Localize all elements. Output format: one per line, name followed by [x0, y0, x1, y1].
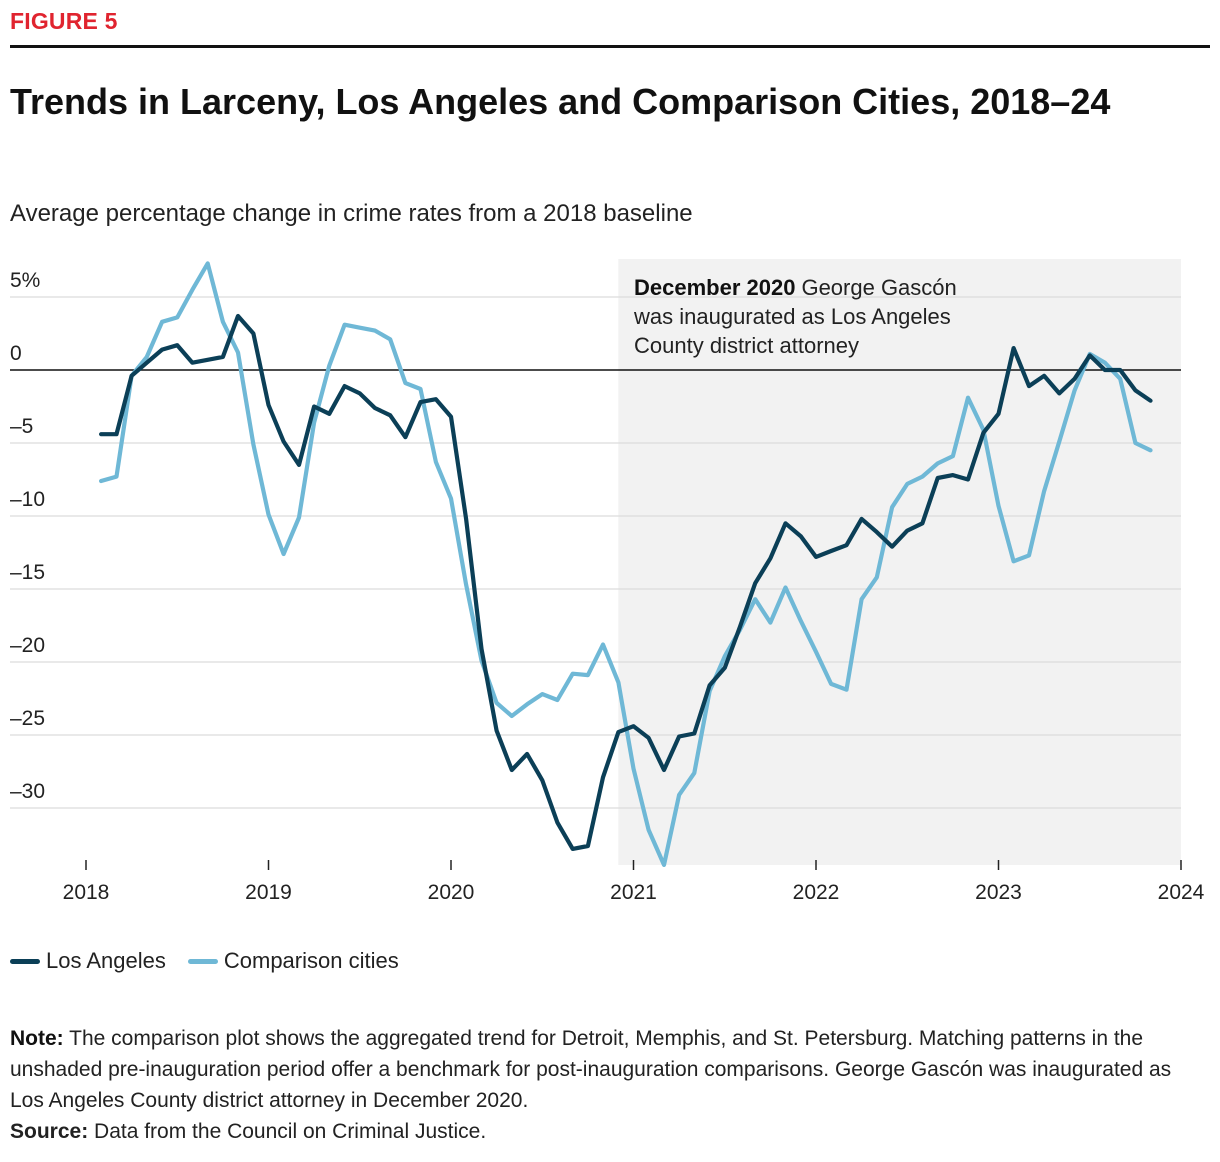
y-tick-label: –25 — [10, 707, 45, 730]
chart-note: Note: The comparison plot shows the aggr… — [10, 1023, 1205, 1116]
y-tick-label: –15 — [10, 561, 45, 584]
legend: Los Angeles Comparison cities — [10, 948, 421, 974]
chart-subtitle: Average percentage change in crime rates… — [10, 200, 693, 227]
legend-label-comparison-cities: Comparison cities — [223, 948, 399, 973]
x-tick-label: 2022 — [793, 881, 840, 904]
series-lines — [98, 261, 1153, 868]
note-label: Note: — [10, 1027, 64, 1050]
y-tick-label: 5% — [10, 269, 40, 292]
figure-label: FIGURE 5 — [10, 8, 118, 34]
note-text: The comparison plot shows the aggregated… — [10, 1027, 1172, 1112]
top-rule — [10, 45, 1210, 48]
legend-label-los-angeles: Los Angeles — [46, 948, 166, 973]
x-tick-label: 2020 — [428, 881, 475, 904]
legend-swatch-comparison-cities — [187, 958, 218, 964]
chart-title: Trends in Larceny, Los Angeles and Compa… — [10, 81, 1111, 122]
x-tick-label: 2023 — [975, 881, 1022, 904]
legend-swatch-los-angeles — [10, 958, 40, 964]
y-tick-label: –20 — [10, 634, 45, 657]
y-tick-label: 0 — [10, 342, 22, 365]
y-axis-tick-labels: 5% 0 –5 –10 –15 –20 –25 –30 — [10, 269, 45, 803]
y-tick-label: –5 — [10, 415, 33, 438]
gridlines — [10, 296, 1181, 809]
series-line-comparison-cities — [98, 261, 1153, 868]
x-tick-label: 2018 — [63, 881, 110, 904]
inauguration-annotation: December 2020 George Gascón was inaugurate… — [633, 275, 957, 358]
y-tick-label: –10 — [10, 488, 45, 511]
line-chart: 5% 0 –5 –10 –15 –20 –25 –30 2018 2019 2020 2021 202… — [10, 259, 1205, 904]
legend-item-los-angeles: Los Angeles — [10, 948, 166, 974]
chart-source: Source: Data from the Council on Crimina… — [10, 1120, 486, 1144]
x-tick-label: 2019 — [245, 881, 292, 904]
x-tick-label: 2024 — [1158, 881, 1205, 904]
y-tick-label: –30 — [10, 780, 45, 803]
source-label: Source: — [10, 1120, 89, 1143]
x-tick-label: 2021 — [610, 881, 657, 904]
series-line-los-angeles — [98, 313, 1153, 852]
source-text: Data from the Council on Criminal Justic… — [94, 1120, 487, 1143]
legend-item-comparison-cities: Comparison cities — [187, 948, 399, 974]
x-axis: 2018 2019 2020 2021 2022 2023 2024 — [63, 860, 1205, 904]
